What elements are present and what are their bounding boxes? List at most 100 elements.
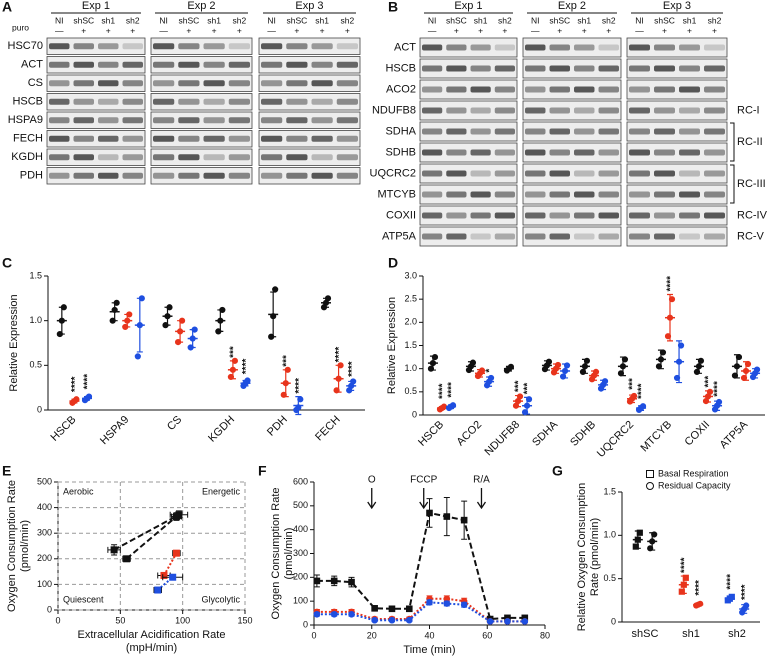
error-bar	[741, 604, 748, 614]
blot-band	[679, 212, 700, 219]
data-point	[348, 610, 355, 618]
blot-strip	[522, 100, 622, 121]
row-label: ATP5A	[382, 230, 417, 242]
blot-band	[494, 86, 515, 93]
error-bar	[629, 394, 635, 404]
blot-band	[311, 43, 333, 50]
blot-strip	[419, 100, 518, 121]
x-tick-label: COXII	[683, 419, 713, 449]
blot-band	[629, 170, 650, 177]
blot-band	[122, 98, 143, 105]
blot-band	[98, 135, 119, 142]
significance: ****	[679, 557, 690, 573]
treatment-label: +	[294, 25, 299, 35]
group-label: RC-I	[737, 104, 760, 116]
blot-band	[122, 43, 143, 50]
y-tick-label: 500	[293, 500, 308, 510]
blot-band	[203, 154, 225, 161]
blot-strip	[522, 163, 622, 184]
row-label: HSPA9	[8, 114, 43, 126]
error-bar	[448, 404, 455, 410]
x-tick-label: 40	[424, 630, 434, 640]
treatment-name: puro	[12, 22, 29, 32]
blot-band	[336, 154, 358, 161]
lane-label: sh1	[101, 15, 115, 25]
blot-band	[629, 65, 650, 72]
row-label: HSCB	[12, 96, 43, 108]
blot-strip	[258, 167, 361, 185]
error-bar	[111, 302, 118, 322]
blot-strip	[419, 58, 518, 79]
error-bar	[638, 405, 645, 411]
blot-band	[73, 80, 94, 87]
lane-label: NI	[428, 15, 437, 25]
blot-strip	[258, 56, 361, 74]
row-label: SDHB	[385, 146, 416, 158]
blot-band	[311, 135, 333, 142]
blot-band	[228, 43, 250, 50]
blot-band	[178, 117, 200, 124]
blot-band	[422, 107, 443, 114]
legend-marker	[646, 470, 654, 478]
event-label: FCCP	[410, 475, 438, 486]
row-label: KGDH	[11, 151, 43, 163]
blot-band	[153, 117, 175, 124]
blot-band	[654, 233, 675, 240]
significance: ****	[694, 580, 705, 596]
blot-band	[525, 212, 546, 219]
blot-band	[73, 98, 94, 105]
y-tick-label: 200	[293, 572, 308, 582]
blot-band	[470, 44, 491, 51]
blot-band	[598, 86, 619, 93]
error-bar	[667, 293, 673, 342]
blot-strip	[419, 163, 518, 184]
blot-band	[629, 233, 650, 240]
blot-band	[422, 44, 443, 51]
error-bar	[270, 291, 277, 338]
blot-band	[228, 117, 250, 124]
blot-band	[598, 128, 619, 135]
blot-band	[122, 80, 143, 87]
data-point	[632, 543, 639, 550]
group-label: RC-V	[737, 230, 765, 242]
lane-label: shSC	[446, 15, 467, 25]
error-bar	[695, 358, 702, 374]
legend-marker	[646, 482, 654, 490]
lane-label: sh1	[474, 15, 488, 25]
blot-band	[470, 86, 491, 93]
y-tick-label: 400	[293, 524, 308, 534]
blot-band	[98, 80, 119, 87]
blot-band	[525, 170, 546, 177]
blot-band	[311, 117, 333, 124]
x-tick-label: 150	[237, 615, 252, 625]
y-tick-label: 3.0	[404, 270, 417, 280]
panel-label: D	[388, 255, 398, 271]
lane-label: NI	[159, 15, 168, 25]
blot-band	[98, 172, 119, 179]
treatment-label: +	[662, 25, 667, 35]
blot-band	[49, 43, 70, 50]
blot-band	[203, 135, 225, 142]
error-bar	[348, 380, 355, 391]
row-label: UQCRC2	[370, 167, 416, 179]
data-point	[460, 601, 468, 609]
x-tick-label: FECH	[313, 414, 343, 444]
blot-band	[228, 172, 250, 179]
blot-band	[549, 128, 570, 135]
blot-band	[494, 149, 515, 156]
treatment-label: +	[606, 25, 611, 35]
blot-band	[178, 154, 200, 161]
data-point	[443, 513, 451, 520]
blot-band	[122, 154, 143, 161]
blot-band	[228, 80, 250, 87]
data-point	[426, 599, 433, 606]
blot-band	[261, 98, 283, 105]
row-label: SDHA	[385, 125, 416, 137]
error-bar	[726, 595, 733, 602]
blot-band	[470, 107, 491, 114]
treatment-label: +	[557, 25, 562, 35]
blot-band	[286, 135, 308, 142]
x-tick-label: 0	[55, 615, 60, 625]
treatment-label: —	[635, 25, 644, 35]
blot-band	[549, 212, 570, 219]
